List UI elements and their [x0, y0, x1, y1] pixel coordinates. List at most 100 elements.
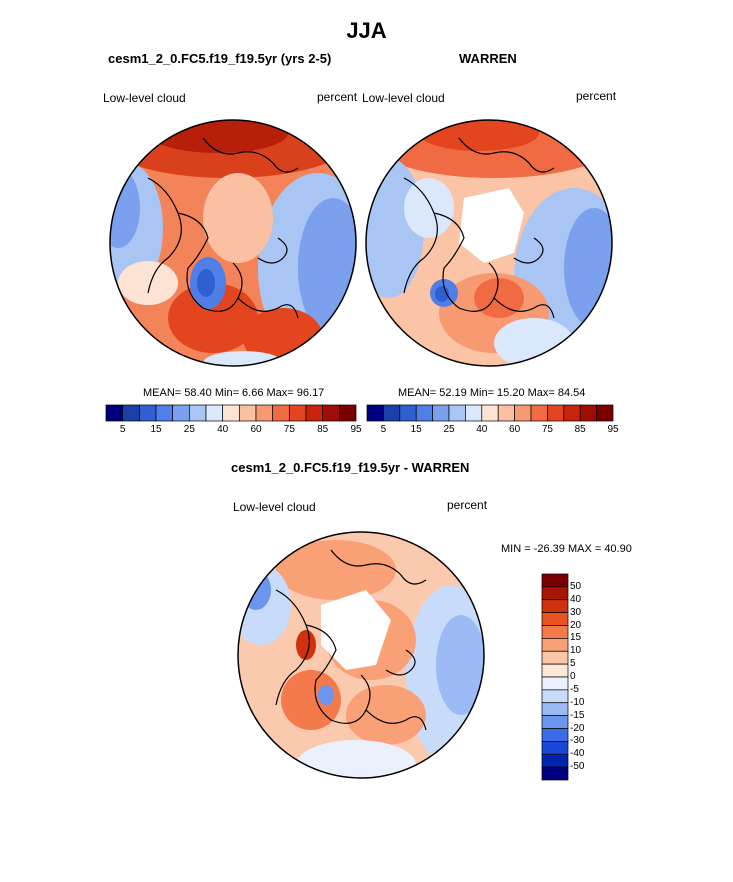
- diff-siberia-high: [296, 630, 316, 660]
- diff-colorbar-box: [541, 741, 569, 755]
- model-colorbar-tick-label: 25: [183, 424, 195, 435]
- panel-model-colorbar-ticks: 5 15 25 40 60 75 85 95: [106, 424, 362, 438]
- diff-colorbar-tick-label: -5: [570, 683, 579, 695]
- diff-colorbar-tick-label: 5: [570, 658, 576, 670]
- obs-colorbar-tick-label: 85: [574, 424, 586, 435]
- obs-colorbar-box: [383, 404, 401, 422]
- obs-colorbar-tick-label: 60: [509, 424, 521, 435]
- obs-colorbar-box: [399, 404, 417, 422]
- diff-colorbar-box: [541, 702, 569, 716]
- diff-colorbar-box: [541, 753, 569, 768]
- panel-diff-colorbar-ticks: 50 40 30 20 15 10 5 0 -5 -10 -15 -20 -30 -40 -50: [570, 574, 610, 780]
- panel-diff-map: [237, 531, 485, 779]
- model-colorbar-box: [138, 404, 157, 422]
- diff-colorbar-box: [541, 638, 569, 652]
- diff-colorbar-tick-label: 10: [570, 645, 582, 657]
- model-coastlines: [147, 137, 299, 319]
- obs-map-outline: [365, 119, 613, 367]
- obs-colorbar-tick-label: 75: [541, 424, 553, 435]
- model-arctic-pale: [203, 173, 273, 263]
- model-colorbar-box: [105, 404, 124, 422]
- diff-pacific-pos: [276, 540, 396, 600]
- diff-colorbar-box: [541, 599, 569, 613]
- model-colorbar-tick-label: 85: [317, 424, 329, 435]
- diff-colorbar-box: [541, 573, 569, 588]
- panel-model-colorbar: [105, 404, 357, 422]
- model-pacific-core: [148, 120, 288, 153]
- obs-colorbar-box: [563, 404, 581, 422]
- diff-colorbar-tick-label: 40: [570, 593, 582, 605]
- diff-colorbar-tick-label: -15: [570, 709, 585, 721]
- diff-colorbar-box: [541, 663, 569, 678]
- panel-model-title: cesm1_2_0.FC5.f19_f19.5yr (yrs 2-5): [108, 51, 332, 66]
- obs-colorbar-tick-label: 15: [410, 424, 422, 435]
- model-colorbar-box: [288, 404, 307, 422]
- diff-colorbar-tick-label: -30: [570, 735, 585, 747]
- panel-obs-colorbar-ticks: 5 15 25 40 60 75 85 95: [367, 424, 619, 438]
- obs-colorbar-box: [481, 404, 499, 422]
- diff-colorbar-tick-label: 50: [570, 580, 582, 592]
- obs-colorbar-box: [596, 404, 614, 422]
- diff-colorbar-box: [541, 728, 569, 742]
- diff-colorbar-box: [541, 766, 569, 781]
- diff-pole-hole: [351, 645, 371, 665]
- diff-colorbar-tick-label: 0: [570, 671, 576, 682]
- model-colorbar-box: [155, 404, 174, 422]
- diff-europe-pos: [346, 685, 426, 745]
- diff-map-outline: [237, 531, 485, 779]
- obs-atlantic-pale: [494, 318, 574, 366]
- panel-obs-units-label: percent: [576, 89, 617, 103]
- obs-asia-pale: [404, 178, 454, 238]
- diff-colorbar-tick-label: -20: [570, 722, 585, 734]
- diff-colorbar-tick-label: 15: [570, 632, 582, 644]
- diff-colorbar-tick-label: 20: [570, 619, 582, 631]
- model-colorbar-box: [272, 404, 290, 422]
- model-siberia-pale: [118, 261, 178, 305]
- panel-obs-title: WARREN: [459, 51, 517, 66]
- panel-model-stats: MEAN= 58.40 Min= 6.66 Max= 96.17: [143, 387, 325, 399]
- model-colorbar-box: [205, 404, 224, 422]
- panel-model-map: [109, 119, 357, 367]
- diff-bottom-neg: [296, 740, 416, 778]
- obs-colorbar-box: [514, 404, 532, 422]
- obs-colorbar-box: [547, 404, 565, 422]
- diff-colorbar-box: [541, 676, 569, 691]
- obs-colorbar-box: [465, 404, 483, 422]
- obs-colorbar-box: [415, 404, 433, 422]
- obs-colorbar-box: [448, 404, 466, 422]
- obs-colorbar-box: [579, 404, 597, 422]
- diff-colorbar-box: [541, 650, 569, 665]
- model-greenland-high: [168, 283, 258, 353]
- panel-obs-map: [365, 119, 613, 367]
- model-colorbar-tick-label: 40: [217, 424, 229, 435]
- model-colorbar-box: [122, 404, 140, 422]
- diff-colorbar-tick-label: -40: [570, 748, 585, 760]
- panel-obs-colorbar: [366, 404, 614, 422]
- model-map-outline: [109, 119, 357, 367]
- diff-colorbar-box: [541, 625, 569, 639]
- obs-colorbar-box: [530, 404, 548, 422]
- panel-model-variable-label: Low-level cloud: [103, 91, 186, 105]
- obs-colorbar-tick-label: 5: [380, 424, 387, 435]
- model-colorbar-tick-label: 75: [283, 424, 295, 435]
- model-asia-core: [110, 168, 140, 248]
- model-colorbar-box: [338, 404, 357, 422]
- panel-model-units-label: percent: [317, 90, 358, 104]
- diff-colorbar-box: [541, 586, 569, 601]
- obs-pole-hole: [479, 233, 499, 253]
- model-colorbar-tick-label: 5: [119, 424, 126, 435]
- diff-pole-gap: [321, 590, 391, 670]
- obs-colorbar-tick-label: 40: [476, 424, 488, 435]
- model-colorbar-box: [238, 404, 257, 422]
- model-colorbar-box: [188, 404, 207, 422]
- model-bottom-pale: [203, 351, 283, 366]
- model-colorbar-box: [305, 404, 324, 422]
- obs-colorbar-tick-label: 25: [443, 424, 455, 435]
- main-title: JJA: [346, 18, 387, 43]
- diff-colorbar-box: [541, 612, 569, 626]
- obs-colorbar-box: [497, 404, 515, 422]
- diff-atlantic-core: [436, 615, 484, 715]
- obs-europe-high: [474, 278, 524, 318]
- obs-pole-gap: [459, 188, 524, 263]
- model-colorbar-box: [322, 404, 340, 422]
